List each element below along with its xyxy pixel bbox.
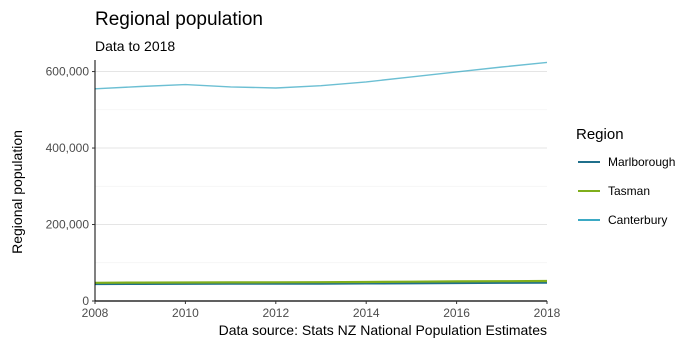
series-lines (94, 61, 548, 286)
x-tick-label: 2012 (262, 306, 289, 320)
axes (94, 60, 547, 302)
series-line-canterbury (94, 61, 548, 90)
grid (95, 71, 547, 264)
y-axis-title: Regional population (9, 130, 25, 254)
caption: Data source: Stats NZ National Populatio… (219, 322, 547, 338)
legend: Region Marlborough Tasman Canterbury (576, 126, 675, 227)
y-tick-label: 400,000 (46, 141, 90, 155)
legend-label-tasman: Tasman (608, 184, 650, 198)
chart-subtitle: Data to 2018 (95, 38, 175, 54)
x-tick-label: 2008 (82, 306, 109, 320)
legend-title: Region (576, 126, 624, 143)
y-tick-label: 200,000 (46, 218, 90, 232)
y-tick-label: 600,000 (46, 65, 90, 79)
y-tick-label: 0 (82, 294, 89, 308)
series-line-marlborough (94, 281, 548, 286)
chart-title: Regional population (95, 9, 263, 30)
series-line-tasman (94, 279, 548, 284)
tick-labels: 0 200,000 400,000 600,000 2008 2010 2012 2014 20… (46, 65, 561, 320)
x-tick-label: 2014 (353, 306, 380, 320)
x-tick-label: 2016 (443, 306, 470, 320)
legend-label-canterbury: Canterbury (608, 213, 667, 227)
x-tick-label: 2010 (172, 306, 199, 320)
legend-label-marlborough: Marlborough (608, 155, 675, 169)
x-tick-label: 2018 (534, 306, 561, 320)
